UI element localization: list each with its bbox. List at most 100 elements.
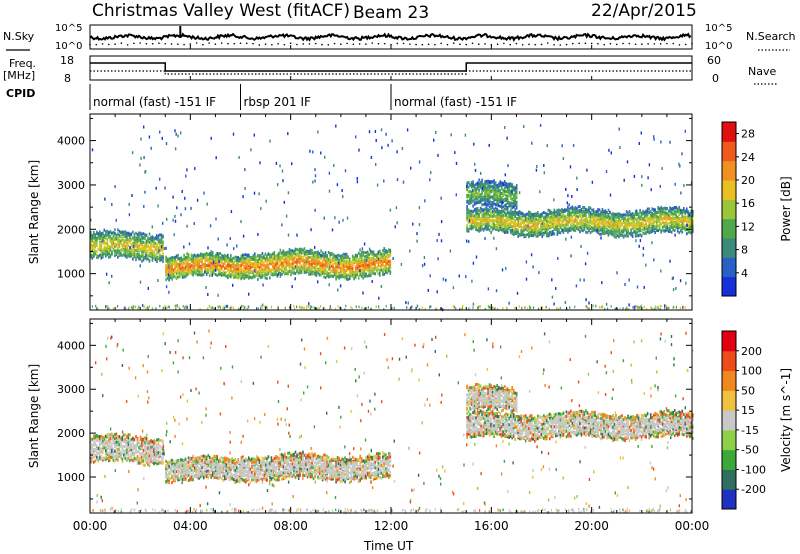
radar-cell (190, 260, 193, 264)
radar-cell (543, 226, 545, 230)
radar-cell (305, 269, 307, 273)
radar-cell (169, 268, 172, 271)
radar-cell (579, 225, 581, 229)
radar-cell (639, 208, 641, 212)
radar-cell (178, 268, 181, 272)
radar-cell (388, 254, 390, 258)
radar-cell (93, 231, 95, 234)
radar-cell (245, 266, 247, 270)
radar-cell (324, 254, 327, 258)
radar-cell (440, 239, 443, 243)
radar-cell (383, 256, 386, 260)
radar-cell (667, 222, 670, 225)
radar-cell (497, 202, 500, 206)
radar-cell (371, 270, 373, 274)
radar-cell (317, 280, 319, 284)
radar-cell (478, 195, 480, 199)
radar-cell (300, 257, 303, 261)
radar-cell (500, 203, 503, 207)
radar-cell (655, 210, 658, 214)
radar-cell (515, 190, 518, 194)
radar-cell (503, 225, 506, 228)
radar-cell (604, 213, 607, 217)
radar-cell (482, 212, 485, 216)
radar-cell (497, 216, 500, 220)
radar-cell (227, 263, 229, 267)
radar-cell (470, 224, 473, 228)
radar-cell (255, 269, 258, 273)
radar-cell (541, 219, 544, 223)
radar-cell (625, 213, 628, 217)
radar-cell (177, 263, 179, 267)
radar-cell (565, 187, 567, 191)
radar-cell (356, 180, 359, 184)
radar-cell (305, 267, 307, 271)
radar-cell (524, 227, 527, 231)
radar-cell (524, 213, 527, 217)
radar-cell (281, 255, 283, 259)
radar-cell (326, 254, 328, 258)
radar-cell (333, 164, 335, 167)
radar-cell (184, 256, 187, 260)
radar-cell (561, 221, 563, 225)
radar-cell (142, 258, 145, 262)
radar-cell (503, 189, 506, 193)
radar-cell (449, 249, 452, 253)
radar-cell (90, 247, 92, 251)
radar-cell (583, 218, 586, 222)
radar-cell (555, 214, 557, 218)
radar-cell (675, 220, 677, 224)
nsearch-point (371, 42, 373, 44)
radar-cell (518, 218, 521, 222)
radar-cell (230, 266, 232, 270)
radar-cell (303, 265, 306, 269)
radar-cell (479, 199, 482, 203)
radar-cell (622, 216, 625, 220)
radar-cell (667, 213, 670, 217)
radar-cell (531, 234, 533, 237)
radar-cell (138, 252, 140, 256)
radar-cell (225, 265, 227, 269)
radar-cell (481, 197, 483, 201)
radar-cell (147, 249, 149, 253)
radar-cell (556, 227, 559, 231)
radar-cell (678, 219, 681, 223)
radar-cell (521, 226, 524, 229)
radar-cell (639, 226, 641, 230)
radar-cell (308, 256, 310, 259)
radar-cell (514, 223, 516, 227)
radar-cell (230, 269, 232, 273)
nsearch-point (434, 43, 436, 46)
radar-cell (220, 261, 223, 265)
radar-cell (252, 257, 255, 261)
radar-cell (509, 208, 512, 212)
radar-cell (323, 271, 325, 275)
radar-cell (523, 214, 525, 218)
freq-unit-label: [MHz] (3, 69, 35, 82)
radar-cell (487, 193, 489, 197)
radar-cell (131, 194, 133, 197)
radar-cell (357, 267, 360, 271)
radar-cell (392, 257, 394, 260)
radar-cell (493, 214, 495, 218)
radar-cell (303, 270, 306, 274)
radar-cell (326, 274, 328, 278)
radar-cell (574, 211, 577, 215)
radar-cell (296, 258, 298, 262)
radar-cell (482, 188, 485, 192)
radar-cell (622, 228, 625, 232)
radar-cell (493, 202, 495, 206)
radar-cell (366, 274, 369, 278)
radar-cell (607, 221, 610, 225)
radar-cell (469, 200, 471, 204)
radar-cell (479, 193, 482, 197)
radar-cell (585, 221, 587, 225)
radar-cell (491, 220, 494, 223)
noise-tick-left-high: 10^5 (55, 23, 82, 34)
radar-cell (631, 212, 634, 215)
radar-cell (106, 244, 109, 248)
radar-cell (141, 243, 143, 246)
radar-cell (512, 185, 515, 189)
radar-cell (270, 255, 273, 259)
radar-cell (598, 227, 601, 231)
